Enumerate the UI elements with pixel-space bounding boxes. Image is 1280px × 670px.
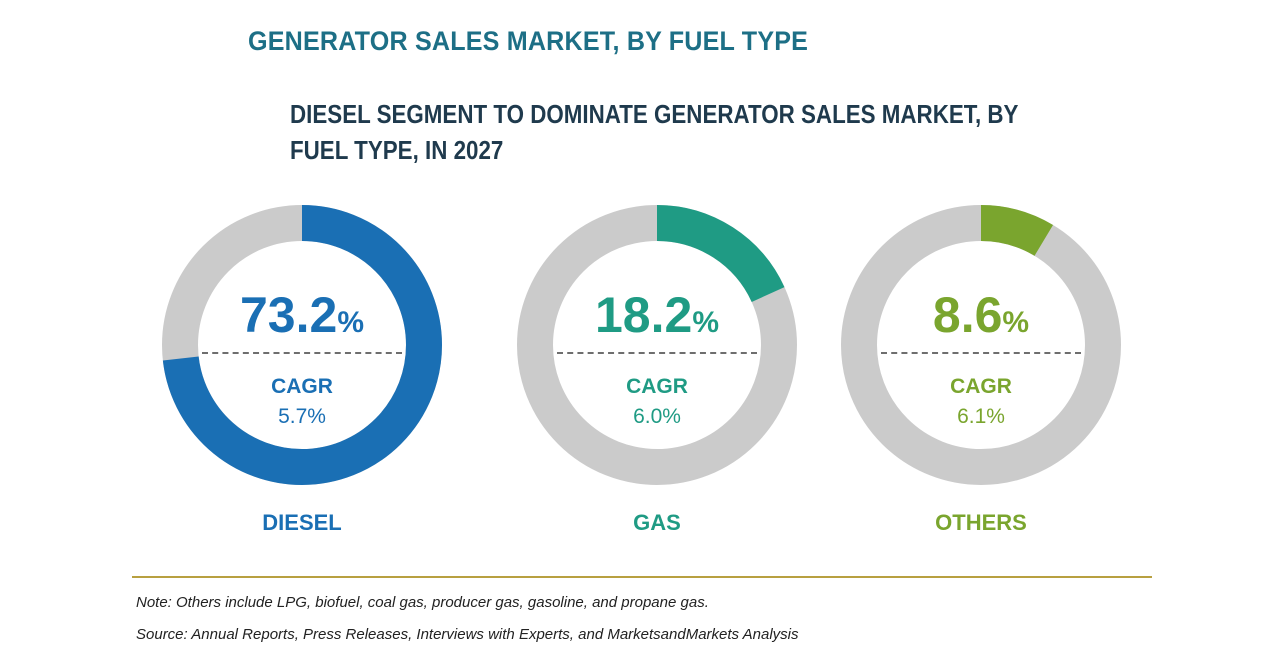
diesel-share-unit: % bbox=[337, 306, 364, 339]
diesel-share-value: 73.2 bbox=[239, 287, 338, 343]
gas-share-value: 18.2 bbox=[594, 287, 693, 343]
donut-gas: 18.2% CAGR 6.0% GAS bbox=[515, 203, 799, 543]
others-share: 8.6% bbox=[839, 286, 1123, 344]
others-divider bbox=[881, 352, 1081, 354]
donut-others-svg bbox=[841, 205, 1121, 485]
gas-cagr-value: 6.0% bbox=[633, 405, 681, 428]
chart-subtitle: DIESEL SEGMENT TO DOMINATE GENERATOR SAL… bbox=[290, 99, 1019, 165]
diesel-share: 73.2% bbox=[160, 286, 444, 344]
donut-others-arc bbox=[841, 205, 1121, 485]
donut-diesel: 73.2% CAGR 5.7% DIESEL bbox=[160, 203, 444, 543]
others-share-value: 8.6 bbox=[932, 287, 1003, 343]
footer-note: Note: Others include LPG, biofuel, coal … bbox=[136, 594, 709, 611]
donut-others-track bbox=[841, 205, 1121, 485]
gas-segment-name: GAS bbox=[633, 510, 681, 535]
donut-gas-arc bbox=[517, 205, 797, 485]
diesel-cagr-value: 5.7% bbox=[278, 405, 326, 428]
chart-title: GENERATOR SALES MARKET, BY FUEL TYPE bbox=[248, 26, 809, 56]
diesel-divider bbox=[202, 352, 402, 354]
others-segment-name: OTHERS bbox=[935, 510, 1027, 535]
others-cagr-value: 6.1% bbox=[957, 405, 1005, 428]
donut-others: 8.6% CAGR 6.1% OTHERS bbox=[839, 203, 1123, 543]
diesel-segment-name: DIESEL bbox=[262, 510, 342, 535]
gas-share-unit: % bbox=[692, 306, 719, 339]
gas-cagr-label: CAGR bbox=[626, 375, 688, 398]
donut-diesel-arc bbox=[162, 205, 442, 485]
footer-source: Source: Annual Reports, Press Releases, … bbox=[136, 626, 799, 643]
others-cagr-label: CAGR bbox=[950, 375, 1012, 398]
others-share-unit: % bbox=[1002, 306, 1030, 339]
gas-share: 18.2% bbox=[515, 286, 799, 344]
gas-divider bbox=[557, 352, 757, 354]
donut-gas-svg bbox=[517, 205, 797, 485]
donut-diesel-svg bbox=[162, 205, 442, 485]
diesel-cagr-label: CAGR bbox=[271, 375, 333, 398]
footer-rule bbox=[132, 576, 1152, 578]
